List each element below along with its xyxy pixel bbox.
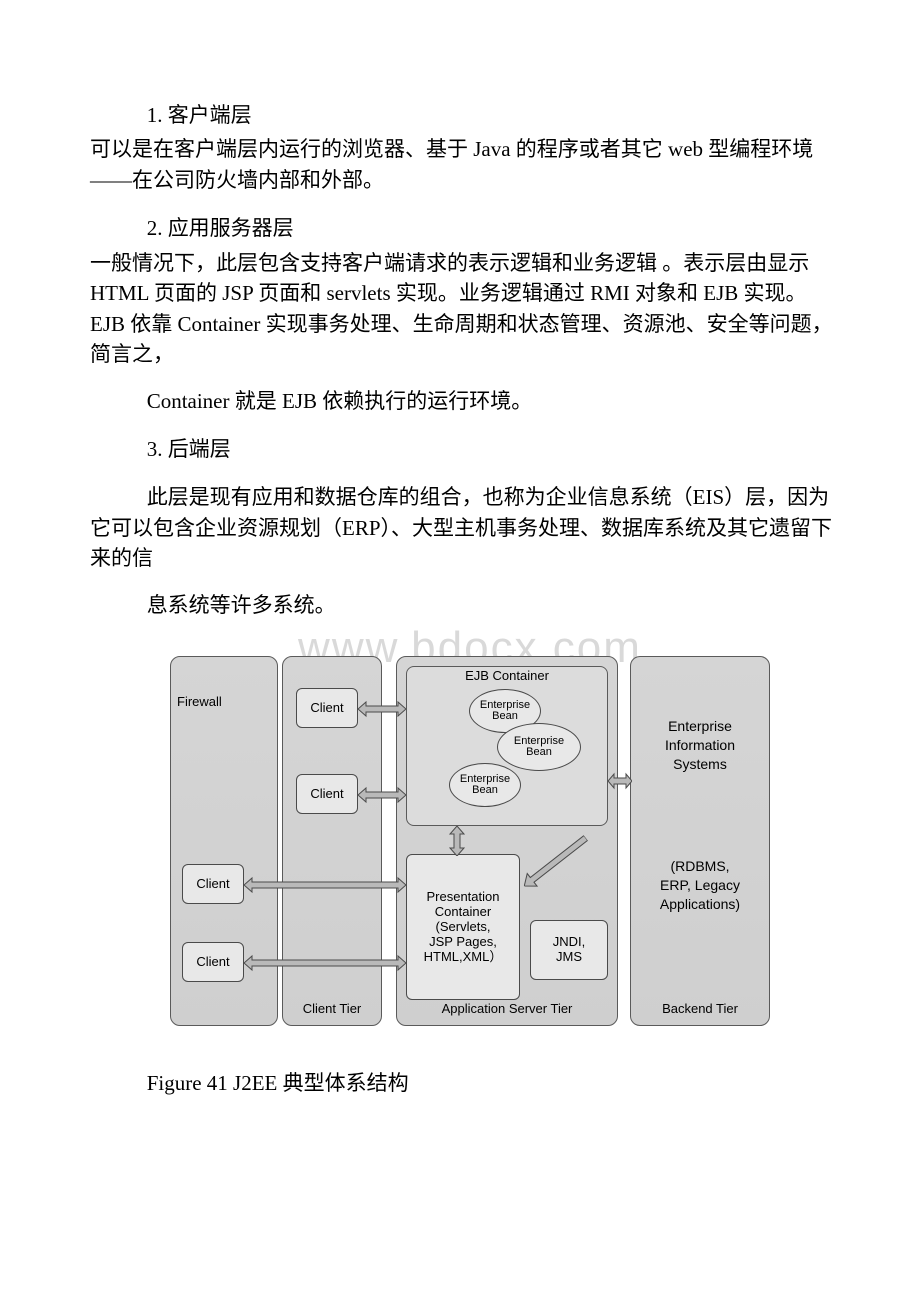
client-box-2: Client [296,774,358,814]
firewall-label: Firewall [177,693,222,712]
enterprise-bean-2: Enterprise Bean [497,723,581,771]
section1-body: 可以是在客户端层内运行的浏览器、基于 Java 的程序或者其它 web 型编程环… [90,134,840,195]
section1-title: 1. 客户端层 [90,100,840,130]
ejb-container: EJB Container Enterprise Bean Enterprise… [406,666,608,826]
jndi-jms-box: JNDI, JMS [530,920,608,980]
eis-title: Enterprise Information Systems [631,717,769,774]
arrow-client1-ejb [358,700,406,718]
presentation-container: Presentation Container (Servlets, JSP Pa… [406,854,520,1000]
arrow-app-backend [608,772,632,790]
client-box-3: Client [182,864,244,904]
client-tier-label: Client Tier [283,1000,381,1019]
section3-title: 3. 后端层 [90,434,840,464]
section2-body: 一般情况下，此层包含支持客户端请求的表示逻辑和业务逻辑 。表示层由显示 HTML… [90,248,840,370]
section2-tail: Container 就是 EJB 依赖执行的运行环境。 [90,386,840,416]
arrow-client4-presentation [244,954,406,972]
arrow-client2-ejb [358,786,406,804]
figure-caption: Figure 41 J2EE 典型体系结构 [90,1068,840,1098]
enterprise-bean-3: Enterprise Bean [449,763,521,807]
app-tier-label: Application Server Tier [397,1000,617,1019]
client-box-4: Client [182,942,244,982]
section3-body2: 息系统等许多系统。 [90,590,840,620]
arrow-client3-presentation [244,876,406,894]
client-box-1: Client [296,688,358,728]
backend-tier-panel: Enterprise Information Systems (RDBMS, E… [630,656,770,1026]
arrow-ejb-presentation-vert [448,826,466,856]
eis-sub: (RDBMS, ERP, Legacy Applications) [631,857,769,914]
section3-body1: 此层是现有应用和数据仓库的组合，也称为企业信息系统（EIS）层，因为它可以包含企… [90,482,840,573]
section2-title: 2. 应用服务器层 [90,213,840,243]
backend-tier-label: Backend Tier [631,1000,769,1019]
ejb-container-title: EJB Container [407,669,607,684]
j2ee-architecture-diagram: www.bdocx.com Firewall Client Tier Appli… [170,644,770,1044]
